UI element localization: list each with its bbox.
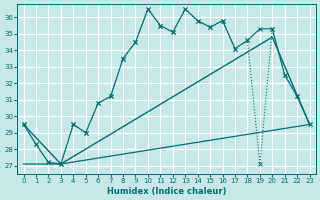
X-axis label: Humidex (Indice chaleur): Humidex (Indice chaleur) xyxy=(107,187,226,196)
